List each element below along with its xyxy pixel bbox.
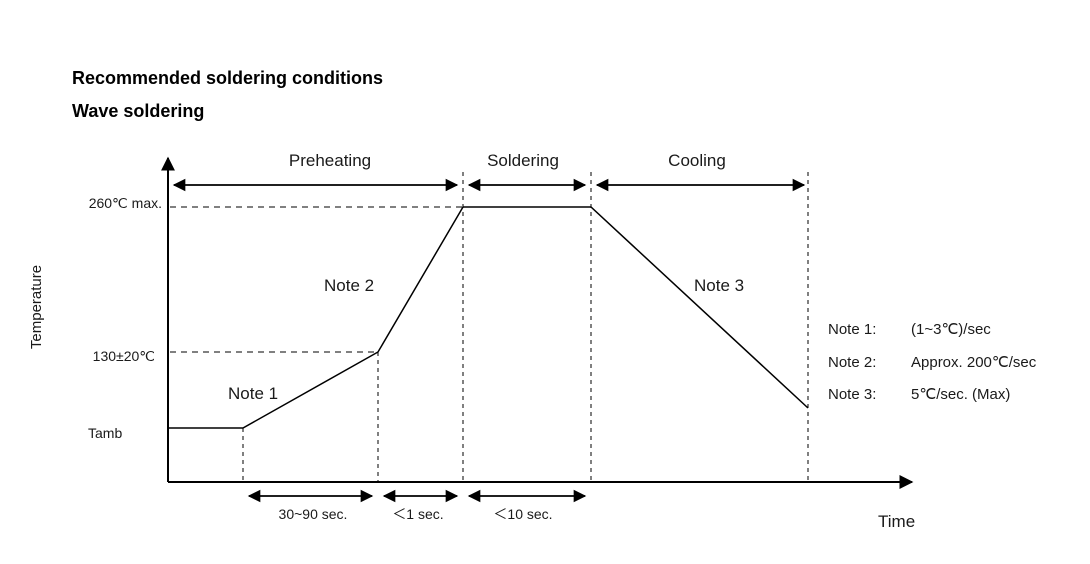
note3-label: Note 3: xyxy=(828,386,876,403)
page-title: Recommended soldering conditions xyxy=(72,68,384,88)
y-axis-label: Temperature xyxy=(28,265,45,349)
note2-value: Approx. 200℃/sec xyxy=(911,354,1037,371)
note1-value: (1~3℃)/sec xyxy=(911,321,991,338)
page-subtitle: Wave soldering xyxy=(72,101,205,121)
level-label-mid: 130±20℃ xyxy=(93,348,155,364)
curve-label-note3: Note 3 xyxy=(694,276,744,295)
duration-label-1: 30~90 sec. xyxy=(279,506,348,522)
phase-label-cooling: Cooling xyxy=(668,151,726,170)
note3-value: 5℃/sec. (Max) xyxy=(911,386,1010,403)
duration-label-3: ＜10 sec. xyxy=(493,506,552,522)
level-label-peak: 260℃ max. xyxy=(89,195,162,211)
note1-label: Note 1: xyxy=(828,321,876,338)
note2-label: Note 2: xyxy=(828,354,876,371)
temperature-profile-curve xyxy=(168,206,809,429)
curve-label-note2: Note 2 xyxy=(324,276,374,295)
duration-label-2: ＜1 sec. xyxy=(392,506,443,522)
level-label-ambient: Tamb xyxy=(88,425,122,441)
x-axis-label: Time xyxy=(878,512,915,531)
curve-label-note1: Note 1 xyxy=(228,384,278,403)
phase-label-preheating: Preheating xyxy=(289,151,371,170)
phase-label-soldering: Soldering xyxy=(487,151,559,170)
